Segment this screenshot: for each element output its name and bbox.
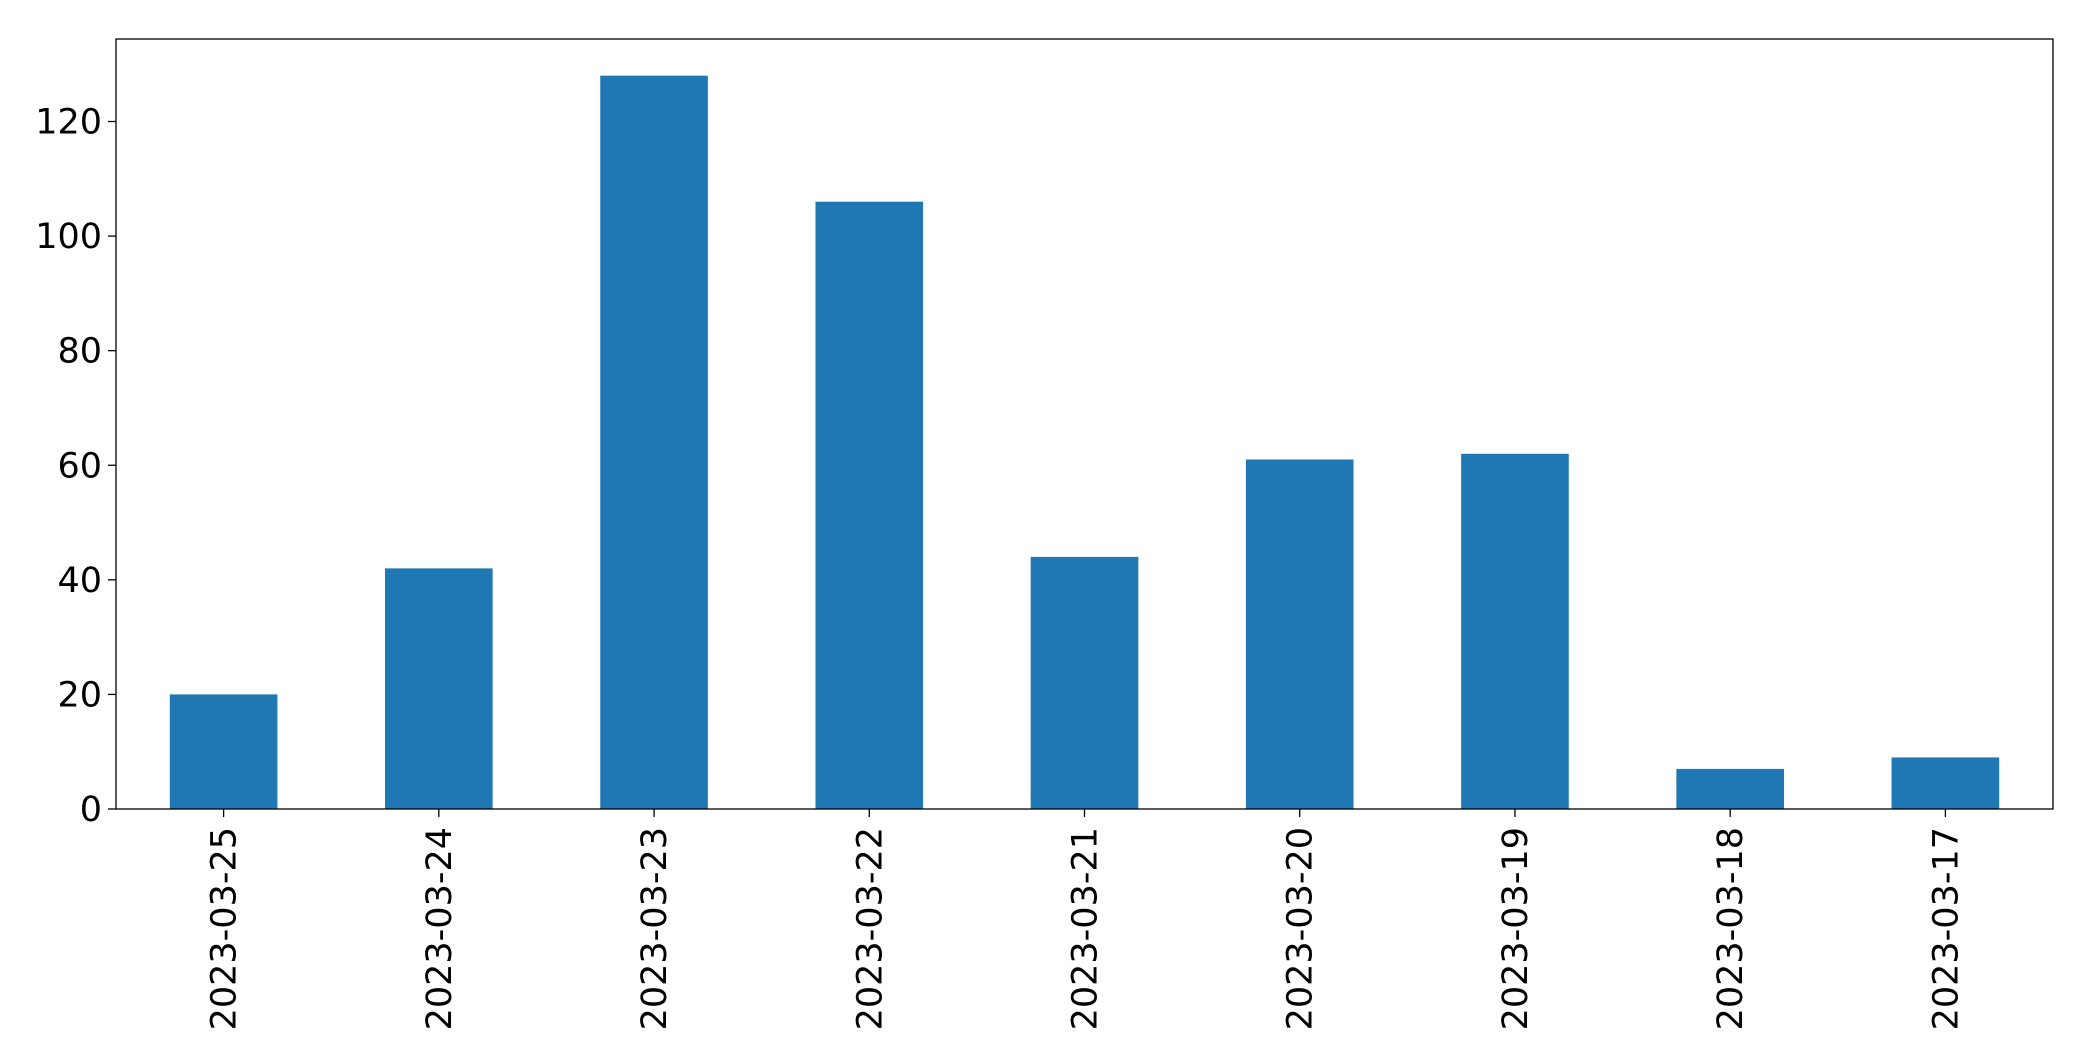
x-tick-label: 2023-03-22 <box>850 827 890 1030</box>
bar <box>815 201 924 810</box>
x-tick-label: 2023-03-23 <box>635 827 675 1030</box>
y-tick-label: 0 <box>80 790 102 830</box>
bar <box>1030 556 1139 809</box>
y-tick-label: 120 <box>35 103 102 143</box>
x-tick-label: 2023-03-18 <box>1711 827 1751 1030</box>
bar <box>1891 757 2000 809</box>
bar <box>1461 453 1569 809</box>
y-tick-label: 60 <box>57 446 102 486</box>
bar <box>600 75 708 809</box>
x-tick-label: 2023-03-20 <box>1281 827 1321 1030</box>
x-tick-label: 2023-03-19 <box>1496 827 1536 1030</box>
x-tick-label: 2023-03-25 <box>205 827 245 1030</box>
bar <box>1245 459 1354 809</box>
y-tick-label: 40 <box>57 561 102 601</box>
x-tick-label: 2023-03-24 <box>420 827 460 1030</box>
bar <box>385 568 493 809</box>
bar <box>1676 768 1784 809</box>
x-tick-label: 2023-03-17 <box>1926 827 1966 1030</box>
bar <box>169 694 278 809</box>
y-tick-label: 20 <box>57 675 102 715</box>
y-tick-label: 80 <box>57 332 102 372</box>
y-tick-label: 100 <box>35 217 102 257</box>
x-tick-label: 2023-03-21 <box>1066 827 1106 1030</box>
